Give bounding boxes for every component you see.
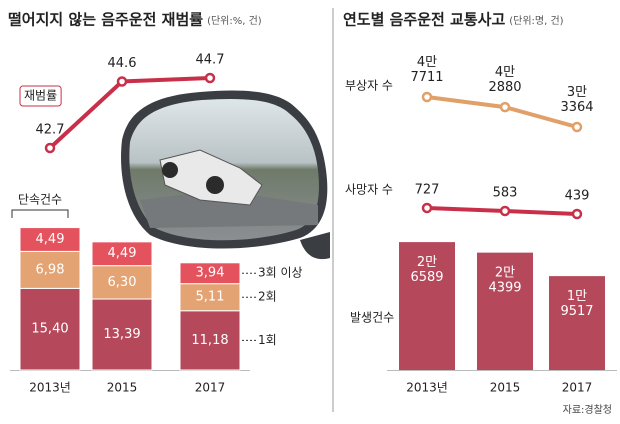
line-name-box — [19, 85, 62, 107]
x-tick-label: 2013년 — [406, 381, 448, 395]
bar-series-name: 발생건수 — [350, 311, 394, 325]
bar-value-label: 15,40 — [31, 322, 68, 337]
x-tick-label: 2015 — [107, 381, 138, 395]
line-value-label: 44.6 — [108, 56, 137, 71]
mirror-illustration — [121, 90, 330, 260]
line-point — [499, 101, 511, 113]
x-tick-label: 2017 — [562, 381, 593, 395]
line-value-label: 44.7 — [196, 53, 225, 68]
bar-value-label: 5,11 — [196, 290, 225, 305]
chart-title: 연도별 음주운전 교통사고 — [343, 11, 505, 29]
line-point — [116, 76, 128, 87]
line-name: 부상자 수 — [345, 79, 393, 93]
bar-value-label: 4,49 — [108, 246, 137, 261]
line-name: 재범률 — [24, 89, 57, 103]
bar — [179, 283, 241, 312]
bar-value-label: 6,30 — [108, 275, 137, 290]
line-point — [44, 142, 56, 154]
x-tick-label: 2017 — [195, 381, 226, 395]
bar — [19, 227, 81, 252]
line-value-label: 4만 7711 — [410, 55, 443, 85]
bar-value-label: 2만 4399 — [488, 265, 521, 295]
line-value-label: 583 — [493, 186, 518, 201]
line-point — [571, 208, 583, 220]
line-point — [421, 202, 433, 214]
unit-label: (단위:명, 건) — [509, 14, 563, 27]
bar — [91, 241, 153, 267]
bar — [179, 310, 241, 371]
line-point — [421, 91, 433, 103]
bar — [549, 276, 605, 370]
bar-value-label: 3,94 — [196, 266, 225, 281]
line-value-label: 727 — [415, 183, 440, 198]
line-point — [571, 121, 583, 133]
line-point — [499, 205, 511, 217]
line-value-label: 3만 3364 — [560, 85, 593, 115]
legend-label: 1회 — [258, 333, 277, 347]
bar — [19, 287, 81, 371]
bar — [91, 265, 153, 300]
bar — [399, 242, 455, 370]
bar-value-label: 4,49 — [36, 232, 65, 247]
source: 자료:경찰청 — [563, 403, 612, 416]
unit-label: (단위:%, 건) — [207, 14, 262, 27]
bar-value-label: 2만 6589 — [410, 255, 443, 285]
x-tick-label: 2015 — [490, 381, 521, 395]
bar-value-label: 1만 9517 — [560, 289, 593, 319]
bar — [477, 252, 533, 370]
bar-value-label: 6,98 — [36, 262, 65, 277]
bar — [179, 262, 241, 285]
line-name: 사망자 수 — [345, 183, 393, 197]
bar-title-bracket — [11, 209, 69, 218]
bar-value-label: 13,39 — [103, 327, 140, 342]
chart-title: 떨어지지 않는 음주운전 재범률 — [8, 11, 203, 29]
line-value-label: 4만 2880 — [488, 65, 521, 95]
line — [426, 95, 578, 129]
bar — [19, 250, 81, 289]
legend-label: 3회 이상 — [258, 266, 303, 280]
line-point — [204, 72, 216, 84]
legend-label: 2회 — [258, 290, 277, 304]
line-value-label: 42.7 — [36, 123, 65, 138]
bar-value-label: 11,18 — [191, 333, 228, 348]
x-tick-label: 2013년 — [29, 381, 71, 395]
bar-title: 단속건수 — [18, 193, 62, 207]
line-value-label: 439 — [565, 189, 590, 204]
